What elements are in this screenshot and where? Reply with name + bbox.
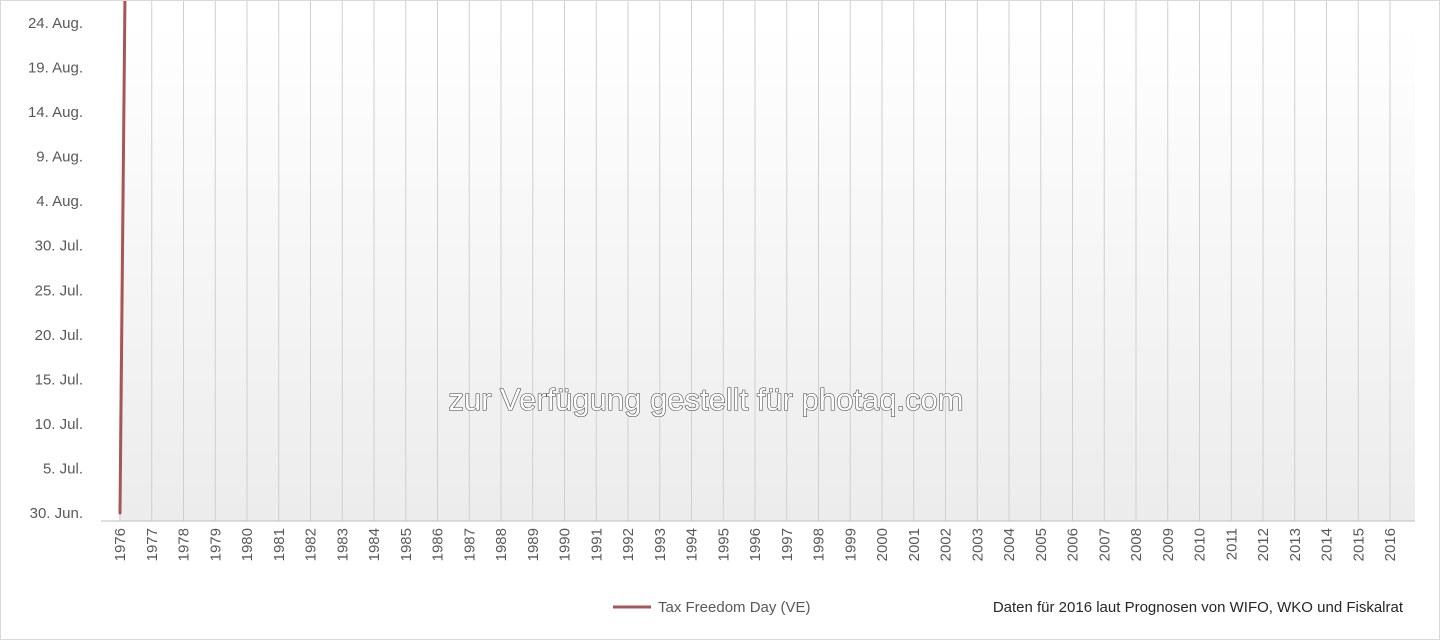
data-point — [118, 511, 122, 515]
x-tick-label: 1994 — [684, 528, 701, 561]
x-tick-label: 1996 — [747, 528, 764, 561]
x-tick-label: 1992 — [620, 528, 637, 561]
x-tick-label: 1993 — [652, 528, 669, 561]
x-tick-label: 1985 — [398, 528, 415, 561]
x-tick-label: 1986 — [430, 528, 447, 561]
plot-area-background — [119, 23, 1415, 521]
y-axis: 30. Jun. 5. Jul. 10. Jul. 15. Jul. 20. Jul. 2… — [28, 15, 83, 522]
y-tick-label: 24. Aug. — [28, 15, 83, 32]
x-tick-label: 2015 — [1350, 528, 1367, 561]
x-tick-label: 2000 — [874, 528, 891, 561]
y-tick-label: 20. Jul. — [35, 327, 83, 344]
x-tick-label: 2004 — [1001, 528, 1018, 561]
series-layer — [118, 1, 127, 515]
x-axis: 1976 1977 1978 1979 1980 1981 1982 1983 1984 1985… — [112, 528, 1399, 561]
x-tick-label: 1998 — [811, 528, 828, 561]
x-tick-label: 1989 — [525, 528, 542, 561]
x-tick-label: 1982 — [303, 528, 320, 561]
x-tick-label: 1979 — [207, 528, 224, 561]
y-tick-label: 15. Jul. — [35, 371, 83, 388]
legend-label: Tax Freedom Day (VE) — [658, 599, 811, 616]
x-tick-label: 2016 — [1382, 528, 1399, 561]
y-tick-label: 30. Jul. — [35, 238, 83, 255]
x-tick-label: 2010 — [1192, 528, 1209, 561]
x-tick-label: 2005 — [1033, 528, 1050, 561]
y-tick-label: 19. Aug. — [28, 60, 83, 77]
x-tick-label: 1990 — [557, 528, 574, 561]
y-tick-label: 30. Jun. — [30, 505, 83, 522]
y-tick-label: 5. Jul. — [43, 460, 83, 477]
drop-lines — [119, 1, 1391, 521]
x-tick-label: 1983 — [334, 528, 351, 561]
x-tick-label: 2014 — [1319, 528, 1336, 561]
y-tick-label: 10. Jul. — [35, 416, 83, 433]
legend: Tax Freedom Day (VE) — [613, 599, 811, 616]
source-note: Daten für 2016 laut Prognosen von WIFO, … — [993, 599, 1404, 616]
x-tick-label: 1976 — [112, 528, 129, 561]
x-tick-label: 2002 — [938, 528, 955, 561]
x-tick-label: 1981 — [271, 528, 288, 561]
x-tick-label: 2013 — [1287, 528, 1304, 561]
x-tick-label: 1984 — [366, 528, 383, 561]
y-tick-label: 14. Aug. — [28, 104, 83, 121]
x-tick-label: 2009 — [1160, 528, 1177, 561]
x-tick-label: 2008 — [1128, 528, 1145, 561]
x-tick-label: 2007 — [1096, 528, 1113, 561]
x-tick-label: 2003 — [969, 528, 986, 561]
x-tick-label: 1991 — [588, 528, 605, 561]
x-tick-label: 2001 — [906, 528, 923, 561]
x-tick-label: 1987 — [461, 528, 478, 561]
x-tick-label: 2006 — [1065, 528, 1082, 561]
y-tick-label: 25. Jul. — [35, 282, 83, 299]
x-tick-label: 1999 — [842, 528, 859, 561]
watermark-text: zur Verfügung gestellt für photaq.com — [448, 382, 963, 417]
x-tick-label: 1978 — [176, 528, 193, 561]
y-tick-label: 4. Aug. — [36, 193, 83, 210]
y-tick-label: 9. Aug. — [36, 149, 83, 166]
x-tick-label: 1988 — [493, 528, 510, 561]
x-tick-label: 1980 — [239, 528, 256, 561]
x-tick-label: 1995 — [715, 528, 732, 561]
x-tick-label: 2012 — [1255, 528, 1272, 561]
x-tick-label: 2011 — [1223, 528, 1240, 560]
x-tick-label: 1977 — [144, 528, 161, 561]
x-tick-label: 1997 — [779, 528, 796, 561]
